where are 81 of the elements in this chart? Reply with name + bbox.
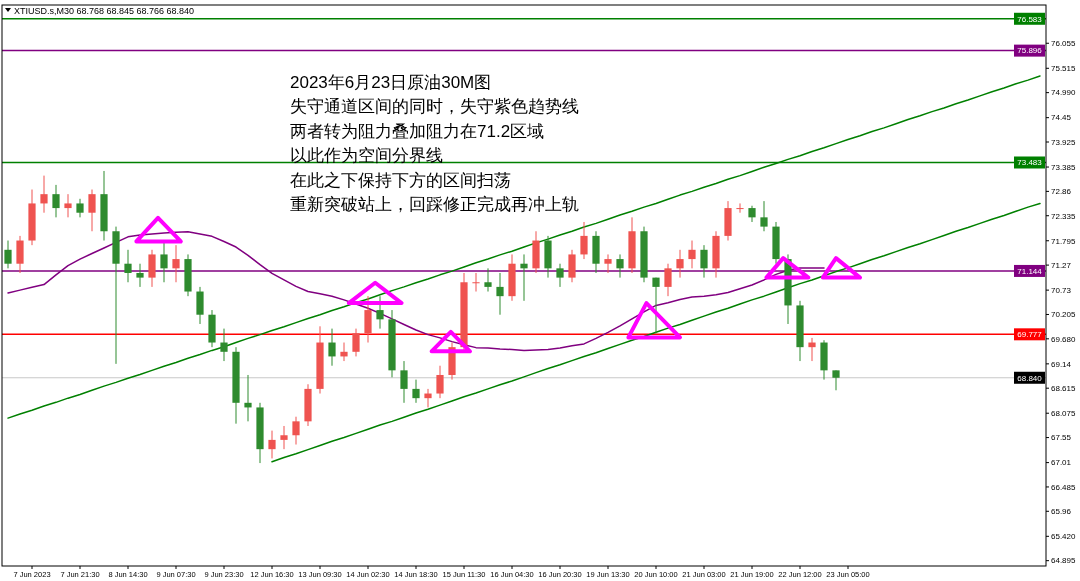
y-tick-label: 72.335	[1051, 211, 1077, 221]
y-tick-label: 67.55	[1051, 433, 1072, 443]
candlestick	[736, 202, 744, 214]
candlestick	[556, 263, 564, 288]
y-tick-label: 72.86	[1051, 187, 1072, 197]
candlestick	[808, 337, 816, 362]
candlestick	[340, 342, 348, 362]
candlestick	[88, 189, 96, 232]
candlestick	[40, 175, 48, 214]
candlestick	[664, 263, 672, 297]
candlestick	[472, 272, 480, 293]
y-tick-label: 65.96	[1051, 507, 1072, 517]
ref-line-label: 71.144	[1017, 266, 1043, 276]
candlestick	[688, 240, 696, 269]
y-tick-label: 71.795	[1051, 236, 1077, 246]
candlestick	[4, 240, 12, 269]
ref-line-label: 76.583	[1017, 14, 1043, 24]
y-tick-label: 64.895	[1051, 556, 1077, 566]
y-tick-label: 73.925	[1051, 137, 1077, 147]
annotation: 2023年6月23日原油30M图	[290, 73, 492, 92]
y-tick-label: 74.45	[1051, 113, 1072, 123]
y-tick-label: 71.27	[1051, 260, 1072, 270]
candlestick	[484, 267, 492, 293]
candlestick	[436, 365, 444, 399]
y-tick-label: 70.205	[1051, 310, 1077, 320]
y-tick-label: 69.680	[1051, 334, 1077, 344]
candlestick	[364, 295, 372, 344]
candlestick	[160, 240, 168, 283]
y-tick-label: 69.14	[1051, 359, 1072, 369]
candlestick	[496, 272, 504, 316]
y-tick-label: 67.01	[1051, 458, 1072, 468]
chart-title: XTIUSD.s,M30 68.768 68.845 68.766 68.840	[14, 6, 195, 16]
candlestick	[328, 328, 336, 367]
candlestick	[148, 249, 156, 288]
candlestick	[580, 221, 588, 260]
candlestick	[520, 253, 528, 302]
y-tick-label: 68.615	[1051, 384, 1077, 393]
annotation: 两者转为阻力叠加阻力在71.2区域	[290, 121, 545, 141]
candlestick	[244, 374, 252, 422]
candlestick	[280, 425, 288, 450]
candlestick	[652, 277, 660, 334]
line-series	[7, 75, 1041, 419]
annotation: 重新突破站上，回踩修正完成再冲上轨	[290, 195, 579, 214]
candlestick	[424, 388, 432, 408]
y-tick-label: 74.990	[1051, 88, 1077, 98]
candlestick	[676, 249, 684, 279]
candlestick	[832, 369, 840, 391]
candlestick	[568, 249, 576, 283]
annotation: 以此作为空间分界线	[290, 146, 443, 166]
y-tick-label: 66.485	[1051, 482, 1077, 492]
candlestick	[124, 249, 132, 283]
candlestick	[52, 184, 60, 218]
candlestick	[196, 286, 204, 325]
candlestick	[700, 244, 708, 279]
y-tick-label: 70.73	[1051, 285, 1072, 295]
candlestick	[616, 253, 624, 279]
candlestick	[16, 235, 24, 274]
candlestick	[760, 200, 768, 232]
candlestick	[76, 198, 84, 218]
ref-line-label: 73.483	[1017, 158, 1043, 168]
y-tick-label: 68.075	[1051, 409, 1077, 419]
candlestick	[268, 430, 276, 459]
candlestick	[220, 328, 228, 362]
candlestick	[400, 360, 408, 404]
annotation: 在此之下保持下方的区间扫荡	[290, 170, 511, 190]
ref-line-label: 69.777	[1017, 330, 1043, 340]
candlestick	[292, 416, 300, 446]
annotation: 失守通道区间的同时，失守紫色趋势线	[290, 97, 579, 117]
candlestick	[172, 244, 180, 283]
y-tick-label: 75.515	[1051, 64, 1077, 74]
candlestick	[412, 379, 420, 404]
y-tick-label: 73.385	[1051, 162, 1077, 172]
y-tick-label: 76.055	[1051, 39, 1077, 49]
ref-line-label: 75.896	[1017, 46, 1043, 56]
candlestick	[604, 253, 612, 274]
ref-line-label: 68.840	[1017, 373, 1043, 383]
candlestick	[352, 328, 360, 357]
candlestick	[136, 263, 144, 288]
candlestick	[376, 295, 384, 330]
y-tick-label: 65.420	[1051, 532, 1077, 542]
candlestick	[64, 193, 72, 218]
